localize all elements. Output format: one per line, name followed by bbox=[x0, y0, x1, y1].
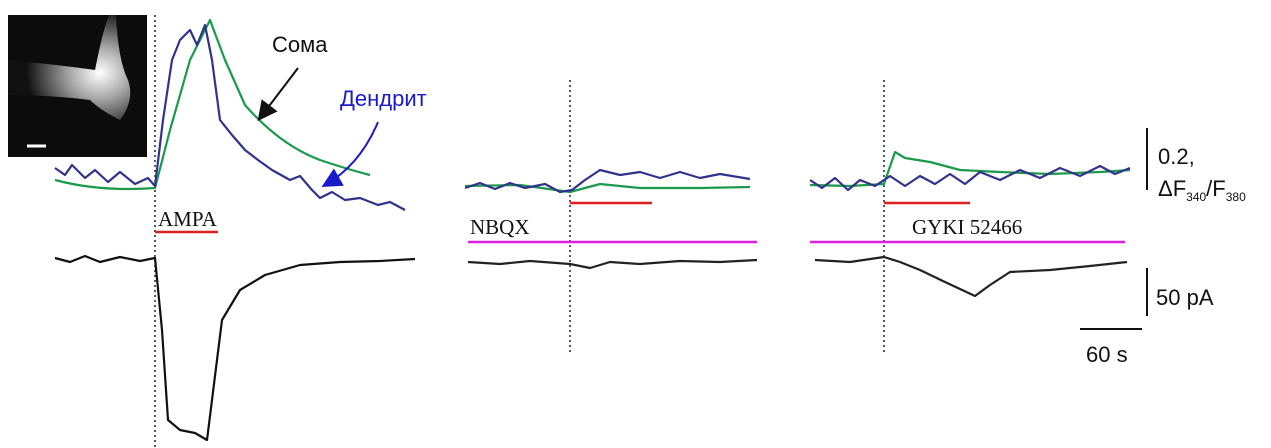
drug-label: NBQX bbox=[470, 215, 530, 239]
soma-trace bbox=[465, 184, 750, 192]
scale-label: 0.2, bbox=[1158, 144, 1195, 169]
arrow bbox=[325, 122, 378, 185]
scale-label: 50 pA bbox=[1156, 285, 1214, 310]
scale-label: 60 s bbox=[1086, 342, 1128, 367]
scale-label-part: /F bbox=[1206, 176, 1226, 201]
dendrite-label: Дендрит bbox=[340, 86, 427, 111]
current-trace bbox=[468, 260, 757, 268]
scale-label-part: 340 bbox=[1186, 190, 1206, 204]
inset-image bbox=[8, 15, 147, 157]
scale-label-part: 380 bbox=[1226, 190, 1246, 204]
scale-label: ΔF340/F380 bbox=[1158, 176, 1246, 204]
current-trace bbox=[815, 257, 1127, 296]
scale-label-part: ΔF bbox=[1158, 176, 1186, 201]
drug-label: AMPA bbox=[158, 207, 218, 231]
arrow bbox=[260, 68, 298, 118]
soma-label: Сома bbox=[272, 32, 328, 57]
drug-label: GYKI 52466 bbox=[912, 215, 1022, 239]
figure: AMPA Сома Дендрит NBQX GYKI 52466 0.2, Δ… bbox=[0, 0, 1271, 448]
current-trace bbox=[55, 256, 415, 440]
